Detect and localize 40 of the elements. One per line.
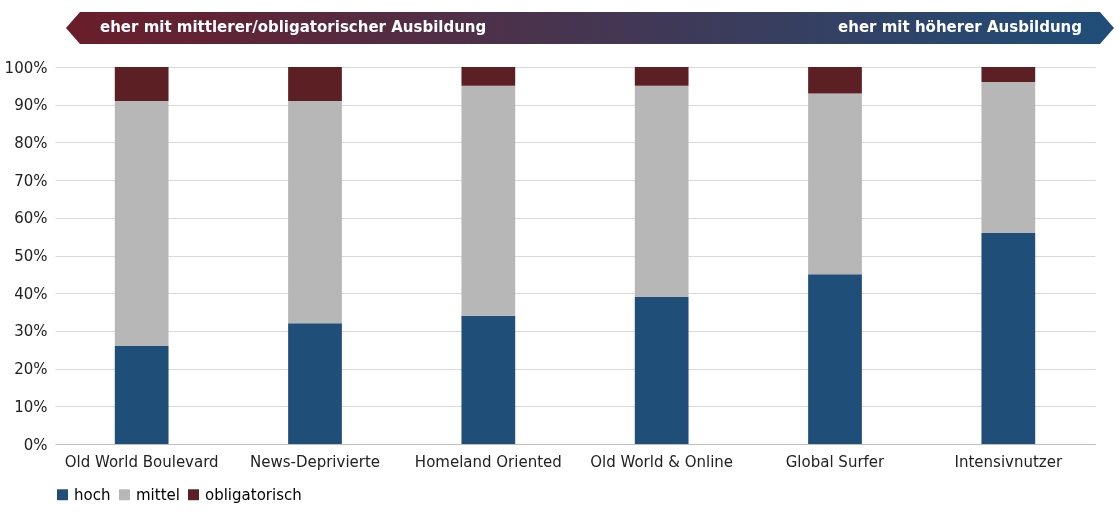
legend-label: mittel [136, 485, 180, 504]
y-tick-label: 20% [14, 360, 48, 379]
y-tick-label: 80% [14, 133, 48, 152]
bar [114, 345, 169, 444]
bar [114, 67, 169, 101]
bar [981, 232, 1036, 444]
bar [981, 67, 1036, 83]
bar [288, 67, 342, 101]
bar [634, 296, 689, 444]
bar [461, 85, 516, 316]
bar [808, 93, 862, 275]
bar [461, 67, 516, 86]
x-tick-label: Global Surfer [785, 452, 886, 471]
y-tick-label: 60% [14, 209, 48, 228]
y-tick-label: 70% [14, 171, 48, 190]
bar [808, 274, 862, 444]
bar [288, 100, 342, 324]
bar [288, 323, 342, 444]
bar [461, 315, 516, 444]
bar [114, 100, 169, 346]
bar [634, 67, 689, 86]
y-tick-label: 100% [4, 58, 48, 77]
legend-label: obligatorisch [205, 485, 302, 504]
bar [981, 82, 1036, 233]
y-tick-label: 50% [14, 247, 48, 265]
x-tick-label: Homeland Oriented [414, 452, 562, 471]
bar [634, 85, 689, 297]
x-tick-label: News-Deprivierte [249, 452, 381, 471]
y-tick-label: 0% [23, 435, 48, 454]
y-tick-label: 40% [14, 284, 48, 303]
legend-label: hoch [74, 485, 111, 504]
y-tick-label: 90% [14, 96, 48, 115]
bar [808, 67, 862, 94]
x-tick-label: Intensivnutzer [954, 452, 1063, 471]
y-tick-label: 10% [14, 397, 48, 416]
text: eher mit höherer Ausbildung [838, 18, 1082, 36]
y-tick-label: 30% [14, 322, 48, 341]
x-tick-label: Old World Boulevard [64, 452, 219, 471]
text: eher mit mittlerer/obligatorischer Ausbildung [100, 18, 487, 36]
x-tick-label: Old World & Online [590, 452, 734, 471]
